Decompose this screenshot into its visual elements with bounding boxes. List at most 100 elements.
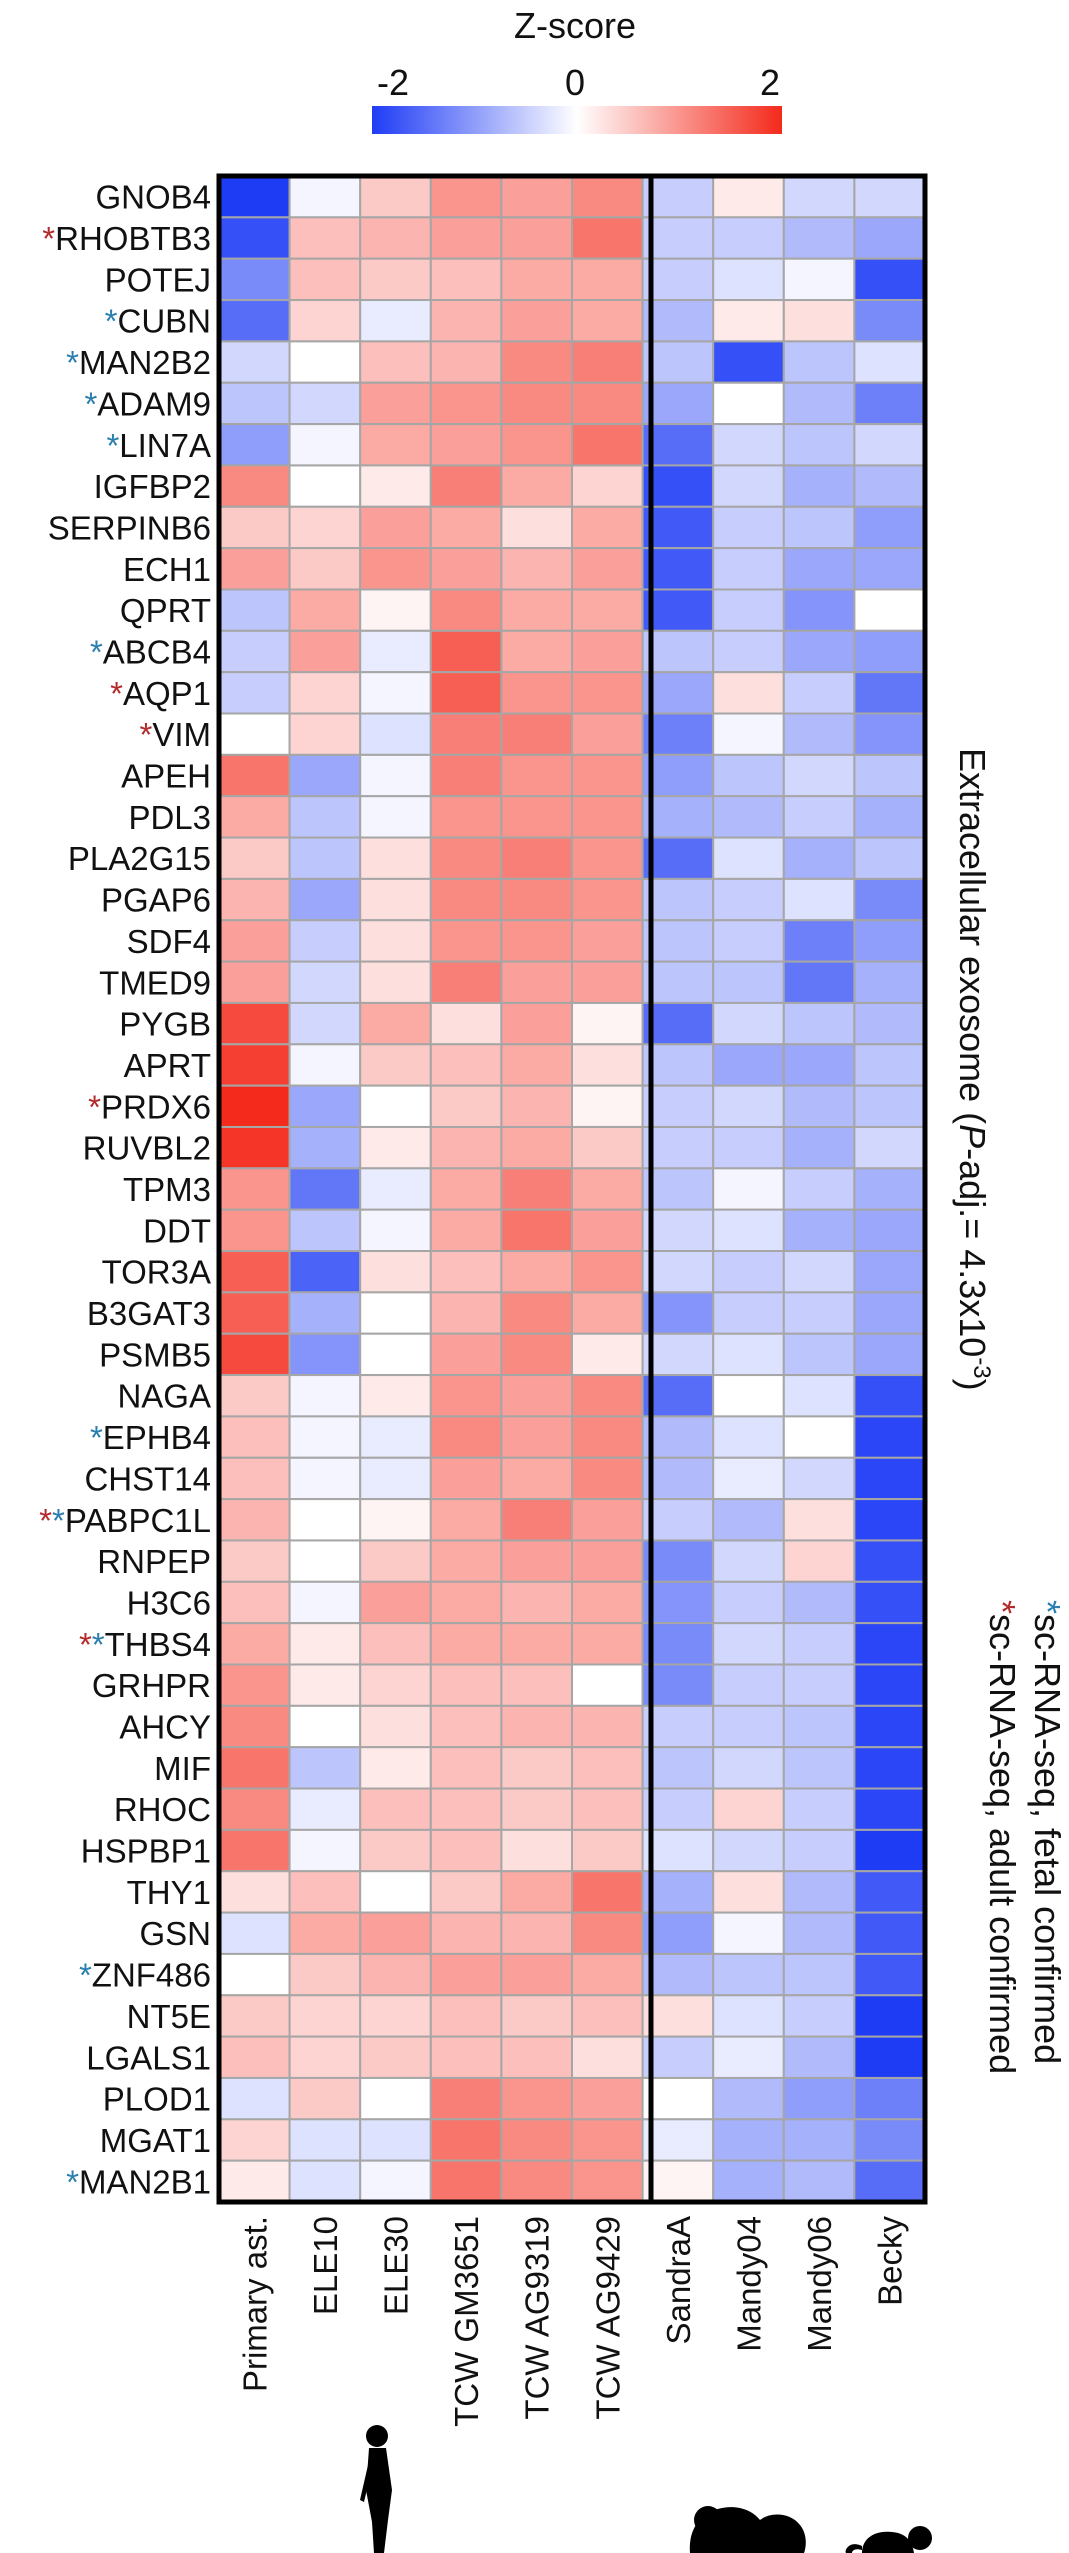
heatmap-cell (429, 257, 503, 302)
heatmap-cell (641, 1332, 715, 1377)
heatmap-cell (218, 960, 291, 1004)
gene-name: PSMB5 (99, 1336, 211, 1373)
row-label: *AQP1 (110, 675, 211, 712)
heatmap-cell (712, 1043, 785, 1087)
heatmap-cell (288, 1663, 362, 1707)
heatmap-cell (288, 1870, 362, 1914)
heatmap-cell (782, 257, 856, 302)
heatmap-cell (500, 1043, 573, 1087)
heatmap-cell (571, 1456, 644, 1501)
heatmap-cell (288, 629, 362, 674)
column-label: ELE10 (307, 2216, 344, 2315)
heatmap-cell (359, 1870, 432, 1914)
heatmap-cell (218, 1498, 291, 1542)
heatmap-cell (429, 629, 503, 674)
heatmap-cell (571, 216, 644, 260)
heatmap-cell (359, 1374, 432, 1418)
heatmap-cell (853, 175, 927, 219)
row-label: *ADAM9 (84, 385, 211, 422)
gene-name: NT5E (127, 1998, 211, 2035)
heatmap-cell (500, 1001, 573, 1046)
heatmap-cell (853, 836, 927, 880)
row-label: *RHOBTB3 (42, 220, 211, 257)
heatmap-cell (359, 547, 432, 591)
gene-name: AQP1 (123, 675, 211, 712)
heatmap-cell (712, 423, 785, 467)
row-label: QPRT (120, 592, 211, 629)
heatmap-cell (853, 960, 927, 1004)
row-label: RHOC (114, 1791, 211, 1828)
heatmap-cell (359, 464, 432, 508)
column-label: Primary ast. (236, 2216, 273, 2392)
heatmap-cell (218, 1622, 291, 1666)
heatmap-cell (359, 1250, 432, 1294)
heatmap-cell (782, 1291, 856, 1335)
heatmap-cell (429, 836, 503, 880)
heatmap-cell (712, 216, 785, 260)
heatmap-cell (359, 216, 432, 260)
heatmap-cell (218, 340, 291, 384)
row-label: *MAN2B2 (66, 344, 211, 381)
heatmap-cell (359, 2118, 432, 2162)
heatmap-cell (571, 1704, 644, 1749)
row-label: *PRDX6 (88, 1088, 211, 1125)
heatmap-cell (853, 2118, 927, 2162)
heatmap-cell (712, 753, 785, 798)
heatmap-cell (500, 1250, 573, 1294)
heatmap-cell (782, 2035, 856, 2079)
heatmap-cell (641, 464, 715, 508)
heatmap-cell (288, 1125, 362, 1170)
column-label: TCW GM3651 (448, 2216, 485, 2427)
heatmap-cell (782, 1746, 856, 1790)
heatmap-cell (359, 836, 432, 880)
heatmap-cell (359, 795, 432, 839)
row-label: PLA2G15 (68, 840, 211, 877)
gene-name: ABCB4 (103, 634, 211, 671)
heatmap-cell (359, 712, 432, 756)
heatmap-cell (782, 1250, 856, 1294)
heatmap-cell (218, 1704, 291, 1749)
heatmap-cell (359, 753, 432, 798)
heatmap-cell (218, 299, 291, 343)
heatmap-cell (288, 919, 362, 963)
heatmap-cell (359, 877, 432, 922)
heatmap-cell (359, 1167, 432, 1211)
heatmap-cell (571, 1994, 644, 2038)
gene-name: CHST14 (84, 1460, 211, 1497)
heatmap-cell (712, 588, 785, 632)
heatmap-cell (782, 1167, 856, 1211)
heatmap-cell (288, 340, 362, 384)
fetal-confirmed-marker: * (105, 303, 118, 340)
heatmap-cell (641, 381, 715, 426)
heatmap-cell (218, 1994, 291, 2038)
heatmap-cell (853, 381, 927, 426)
heatmap-cell (288, 381, 362, 426)
heatmap-cell (571, 671, 644, 715)
gene-name: ZNF486 (92, 1957, 211, 1994)
row-label: GRHPR (92, 1667, 211, 1704)
heatmap-cell (782, 2159, 856, 2203)
fetal-confirmed-marker: * (106, 427, 119, 464)
heatmap-cell (359, 1622, 432, 1666)
heatmap-cell (712, 1746, 785, 1790)
heatmap-cell (500, 1456, 573, 1501)
heatmap-cell (429, 1952, 503, 1997)
heatmap-cell (712, 257, 785, 302)
heatmap-cell (500, 1498, 573, 1542)
heatmap-cell (782, 175, 856, 219)
heatmap-cell (853, 1084, 927, 1128)
heatmap-cell (853, 464, 927, 508)
heatmap-cell (571, 464, 644, 508)
heatmap-cell (571, 505, 644, 550)
heatmap-cell (853, 1622, 927, 1666)
svg-text:*sc-RNA-seq, fetal confirmed: *sc-RNA-seq, fetal confirmed (1027, 1600, 1068, 2064)
heatmap-cell (500, 1539, 573, 1583)
heatmap-cell (853, 1828, 927, 1873)
heatmap-cell (853, 753, 927, 798)
heatmap-cell (571, 1125, 644, 1170)
heatmap-cell (288, 1704, 362, 1749)
row-label: IGFBP2 (94, 468, 211, 505)
heatmap-cell (571, 1539, 644, 1583)
heatmap-cell (571, 1084, 644, 1128)
